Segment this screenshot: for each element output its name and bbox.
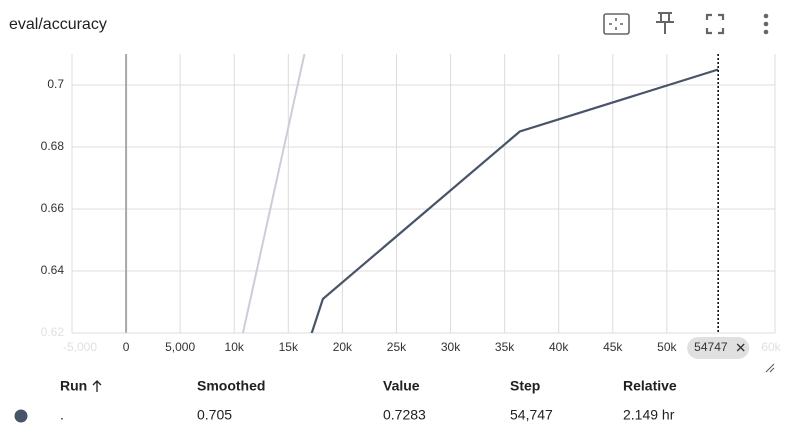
y-tick-label: 0.68 [41,139,65,153]
column-header: Run [60,378,87,394]
close-icon [736,343,745,352]
raw-line [241,54,306,333]
cursor-chip [687,337,750,359]
table-cell: 54,747 [510,407,553,423]
y-tick-label: 0.66 [41,201,65,215]
smoothed-line [310,68,719,333]
plot-area [241,54,719,333]
x-tick-label: 10k [225,340,245,354]
cursor-step-label: 54747 [694,340,728,354]
pin-button[interactable] [656,12,674,34]
axis-labels: 0.62 0.64 0.66 0.68 0.7 -5,000 0 5,000 10k 15k 20k… [41,54,782,359]
x-tick-label: 25k [387,340,407,354]
run-color [14,409,28,423]
x-tick-label: 0 [123,340,130,354]
table-cell: 2.149 hr [623,407,675,423]
x-tick-label: 45k [603,340,623,354]
fit-domain-button[interactable] [603,13,630,35]
x-tick-label: 20k [333,340,353,354]
cursor-close[interactable] [736,343,745,352]
x-tick-label: 15k [279,340,299,354]
x-tick-label: 40k [549,340,569,354]
x-tick-label: -5,000 [63,340,97,354]
sort-arrow [92,380,102,392]
more-button[interactable] [763,13,769,35]
x-tick-label: 50k [657,340,677,354]
run-table: Run Smoothed Value Step Relative. 0.705 0.7283… [14,378,677,423]
column-header: Smoothed [197,378,265,394]
y-tick-label: 0.64 [41,263,65,277]
column-header: Step [510,378,540,394]
x-tick-label: 60k [761,340,781,354]
column-header: Relative [623,378,677,394]
x-tick-label: 5,000 [165,340,195,354]
table-cell: . [60,407,64,423]
y-tick-label: 0.7 [47,77,64,91]
table-cell: 0.7283 [383,407,426,423]
table-cell: 0.705 [197,407,232,423]
y-tick-label: 0.62 [41,325,65,339]
fullscreen-button[interactable] [705,13,725,35]
card-title: eval/accuracy [9,16,107,33]
x-tick-label: 35k [495,340,515,354]
resize-handle[interactable] [765,363,775,373]
column-header: Value [383,378,420,394]
grid [71,54,776,334]
x-tick-label: 30k [441,340,461,354]
